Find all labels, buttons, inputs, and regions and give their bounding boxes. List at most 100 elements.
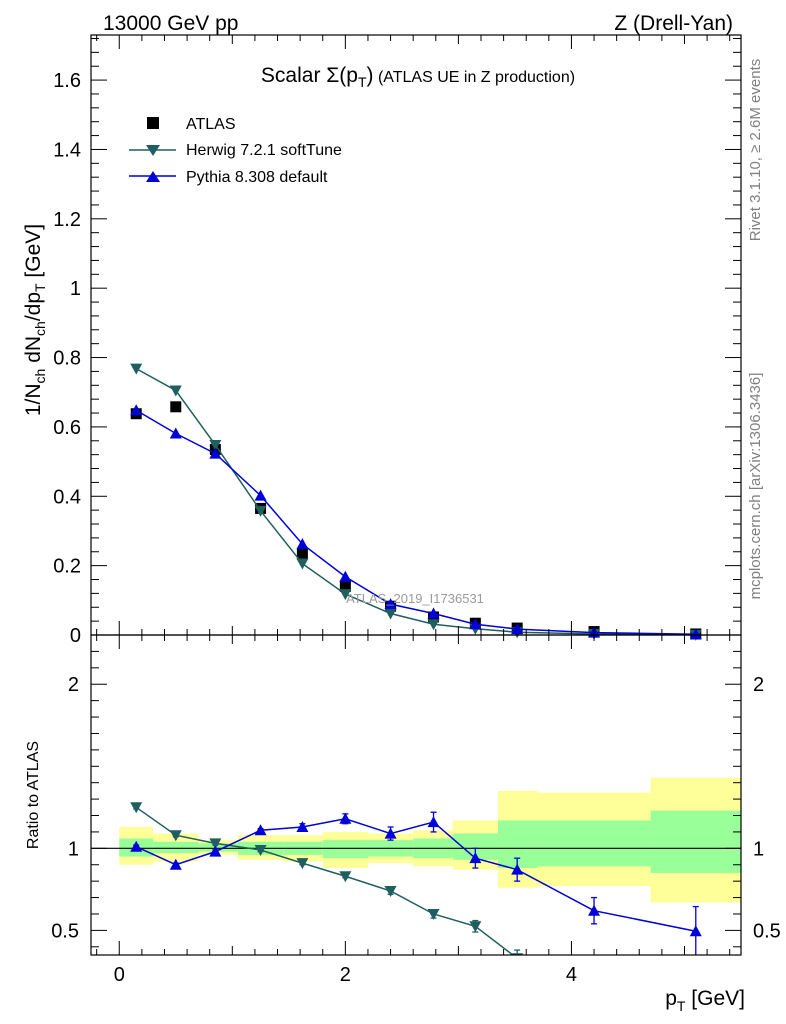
ratio-data-point <box>339 871 352 883</box>
uncertainty-band-inner <box>650 810 741 873</box>
ratio-panel: 0.5 0.5 1 1 2 2 0 2 4 <box>51 634 781 986</box>
data-point <box>427 607 440 619</box>
legend-atlas-label: ATLAS <box>186 116 236 133</box>
y-tick-label: 0.8 <box>53 348 81 370</box>
ratio-data-point <box>209 838 222 850</box>
data-point <box>339 580 351 592</box>
data-point <box>296 548 308 560</box>
ratio-data-point <box>130 840 143 852</box>
y-tick-label: 0 <box>70 625 81 647</box>
ratio-y-ticks: 0.5 0.5 1 1 2 2 <box>51 650 781 948</box>
ratio-data-point <box>169 830 182 842</box>
legend-herwig-label: Herwig 7.2.1 softTune <box>186 142 342 159</box>
xlabel-main: p <box>665 987 677 1010</box>
ratio-data-point <box>209 845 222 857</box>
ratio-series-1 <box>130 811 702 955</box>
data-point <box>170 401 182 413</box>
ratio-data-point <box>427 908 440 920</box>
data-point <box>169 427 182 439</box>
legend-pythia-marker <box>146 171 160 182</box>
legend-atlas-marker <box>147 117 159 129</box>
y-tick-label: 1.2 <box>53 209 81 231</box>
y-tick-label: 1.4 <box>53 139 81 161</box>
analysis-watermark: ATLAS_2019_I1736531 <box>346 591 484 606</box>
ratio-data-point <box>254 844 267 856</box>
series-line <box>135 409 696 636</box>
ratio-y-tick-label: 1 <box>68 838 79 860</box>
ratio-y-axis-label: Ratio to ATLAS <box>25 741 42 849</box>
data-point <box>689 628 702 640</box>
legend-herwig-marker <box>146 145 160 156</box>
main-y-ticks: 0 0.2 0.4 0.6 0.8 1 1.2 1.4 1.6 <box>53 37 741 647</box>
x-tick-label: 0 <box>114 964 125 986</box>
y-tick-label: 1 <box>70 278 81 300</box>
ratio-series-0 <box>130 802 524 955</box>
ratio-y-tick-label: 0.5 <box>51 920 79 942</box>
data-point <box>296 558 309 570</box>
data-point <box>339 570 352 582</box>
rivet-label: Rivet 3.1.10, ≥ 2.6M events <box>747 59 764 242</box>
data-point <box>339 589 352 601</box>
ratio-data-point <box>469 921 482 933</box>
x-tick-label: 4 <box>566 964 577 986</box>
ratio-y-tick-label-right: 1 <box>753 838 764 860</box>
ratio-data-point <box>296 821 309 832</box>
ylabel-a: 1/N <box>22 383 45 416</box>
x-axis-label: pT [GeV] <box>665 987 745 1014</box>
ylabel-d: [GeV] <box>22 224 45 284</box>
main-y-axis-label: 1/Nch dNch/dpT [GeV] <box>22 224 48 416</box>
main-x-ticks <box>96 35 731 635</box>
ylabel-b-sub: ch <box>32 321 48 336</box>
ylabel-c: /dp <box>22 292 45 321</box>
data-point <box>384 598 397 610</box>
ratio-data-point <box>130 802 143 814</box>
data-point <box>384 608 397 620</box>
plot-title-rest: (ATLAS UE in Z production) <box>374 69 576 86</box>
data-point <box>209 447 222 459</box>
ratio-y-tick-label-right: 0.5 <box>753 920 781 942</box>
plot-title-close: ) <box>367 64 374 87</box>
x-tick-label: 2 <box>340 964 351 986</box>
ratio-data-point <box>689 925 702 937</box>
ratio-data-point <box>254 824 267 836</box>
ratio-data-point <box>296 858 309 870</box>
ratio-x-ticks: 0 2 4 <box>96 635 731 986</box>
legend: ATLAS Herwig 7.2.1 softTune Pythia 8.308… <box>129 116 342 186</box>
uncertainty-band-inner <box>537 820 651 867</box>
main-panel: 0 0.2 0.4 0.6 0.8 1 1.2 1.4 1.6 Scalar Σ(pT) (AT… <box>53 34 742 647</box>
ratio-y-tick-label-right: 2 <box>753 674 764 696</box>
legend-pythia-label: Pythia 8.308 default <box>186 169 328 186</box>
data-point <box>469 618 482 630</box>
ratio-data-point <box>339 812 352 824</box>
uncertainty-band-inner <box>198 843 238 852</box>
uncertainty-band-inner <box>153 841 199 854</box>
data-point <box>254 489 267 501</box>
header-right: Z (Drell-Yan) <box>614 12 733 35</box>
ratio-series-line <box>135 818 696 932</box>
data-point <box>511 623 524 635</box>
y-tick-label: 0.2 <box>53 556 81 578</box>
ratio-frame <box>90 634 742 956</box>
data-point <box>296 538 309 550</box>
y-tick-label: 0.6 <box>53 417 81 439</box>
ylabel-c-sub: T <box>32 283 48 292</box>
plot-title-sub: T <box>358 74 367 90</box>
ratio-data-point <box>469 852 482 864</box>
ratio-data-point <box>384 886 397 897</box>
data-point <box>209 439 222 451</box>
ratio-data-point <box>427 816 440 828</box>
ratio-data-point <box>169 858 182 870</box>
y-tick-label: 0.4 <box>53 486 81 508</box>
ylabel-a-sub: ch <box>32 369 48 384</box>
data-point <box>427 619 440 631</box>
data-point <box>254 505 267 517</box>
mcplots-label: mcplots.cern.ch [arXiv:1306.3436] <box>747 373 764 600</box>
ratio-data-point <box>384 827 397 839</box>
ratio-data-point <box>511 863 524 875</box>
plot-title: Scalar Σ(pT) (ATLAS UE in Z production) <box>261 64 575 90</box>
data-point <box>130 404 143 416</box>
ratio-series-line <box>135 806 515 955</box>
y-tick-label: 1.6 <box>53 70 81 92</box>
series-line <box>135 367 696 636</box>
